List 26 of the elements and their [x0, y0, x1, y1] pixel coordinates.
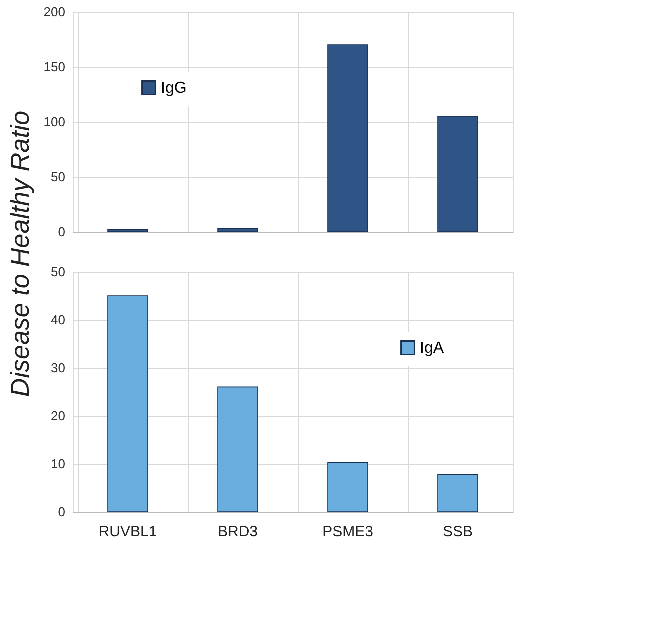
bar: [108, 296, 148, 512]
legend-label: IgG: [161, 80, 187, 97]
legend-label: IgA: [420, 340, 444, 357]
x-tick-label: BRD3: [218, 524, 258, 540]
x-tick-label: RUVBL1: [98, 524, 158, 540]
y-tick-label: 50: [51, 170, 66, 184]
bar: [218, 386, 258, 512]
bar: [328, 462, 368, 512]
y-tick-label: 200: [44, 4, 66, 20]
y-tick-label: 0: [58, 224, 66, 240]
y-tick-label: 30: [51, 360, 66, 376]
bar: [108, 229, 148, 232]
y-axis-title: Disease to Healthy Ratio: [5, 110, 35, 398]
x-tick-label: SSB: [442, 524, 474, 540]
y-tick-label: 40: [51, 312, 66, 328]
bar: [218, 228, 258, 232]
bar: [438, 116, 478, 232]
y-tick-label: 0: [58, 504, 66, 520]
y-tick-label: 10: [51, 456, 66, 472]
bar: [438, 474, 478, 512]
x-tick-label: PSME3: [322, 524, 374, 540]
y-tick-label: 20: [51, 408, 66, 424]
y-tick-label: 150: [44, 60, 66, 74]
y-tick-label: 50: [51, 264, 66, 280]
y-tick-label: 100: [44, 114, 66, 130]
bar: [328, 44, 368, 232]
